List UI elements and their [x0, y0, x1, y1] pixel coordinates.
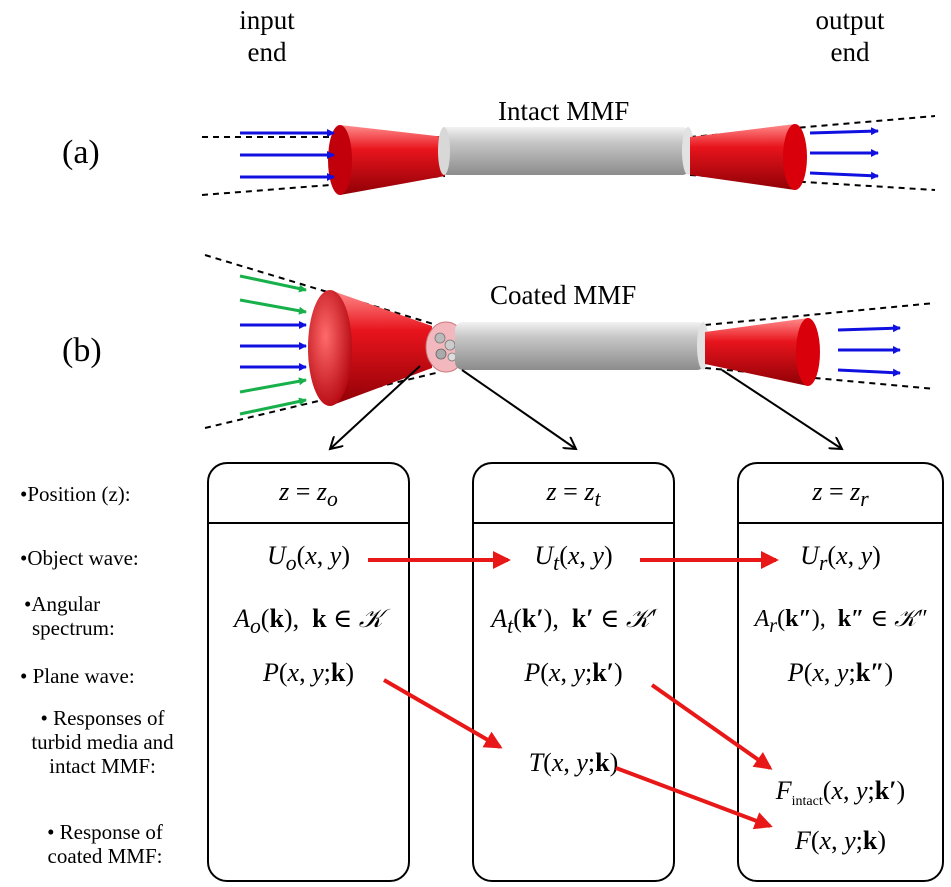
- output-cone-face: [783, 124, 807, 190]
- c2-response-turbid: T(x, y;k): [528, 748, 619, 777]
- row-label-position: •Position (z):: [20, 482, 131, 506]
- output-arrow: [837, 368, 901, 377]
- c1-object-wave: Uo(x, y): [266, 541, 351, 576]
- fiber-body: [440, 127, 690, 175]
- row-label-angular-line1: •Angular: [24, 592, 101, 616]
- dashed-boundary: [689, 115, 936, 138]
- c2-angular-spectrum: At(k′), k′ ∈ 𝒦′: [491, 604, 656, 639]
- input-end-line2: end: [247, 37, 287, 67]
- row-label-response-coated-line1: • Response of: [47, 820, 163, 844]
- fiber-body: [455, 322, 705, 370]
- box-divider: [739, 522, 942, 524]
- output-cone-face: [796, 318, 820, 386]
- arrow-p-to-t: [382, 678, 503, 749]
- output-end-label: output end: [790, 4, 910, 68]
- row-label-responses-line1: • Responses of: [40, 706, 165, 730]
- c3-angular-spectrum: Ar(k″), k″ ∈ 𝒦″: [754, 606, 927, 637]
- c1-plane-wave: P(x, y;k): [262, 658, 355, 687]
- arrow-t-to-f: [615, 766, 773, 830]
- green-input-arrow: [239, 397, 307, 416]
- output-arrow: [837, 324, 901, 333]
- box-zr: [737, 462, 944, 882]
- row-label-responses-line2: turbid media and: [31, 730, 174, 754]
- pointer-arrow-to-zt: [461, 369, 576, 449]
- coated-fiber: [204, 254, 936, 429]
- input-cone: [340, 125, 445, 195]
- output-cone: [705, 318, 808, 386]
- box-zt: [472, 462, 675, 882]
- box-divider: [209, 522, 408, 524]
- c3-object-wave: Ur(x, y): [800, 541, 881, 576]
- c2-object-wave: Ut(x, y): [534, 541, 613, 576]
- c1-position: z = zo: [279, 477, 338, 512]
- c2-position: z = zt: [546, 477, 601, 512]
- row-label-response-coated: • Response of coated MMF:: [15, 820, 195, 868]
- output-arrow: [809, 127, 879, 136]
- panel-b-label: (b): [62, 332, 102, 369]
- intact-fiber: [201, 115, 936, 196]
- green-input-arrow: [239, 377, 307, 394]
- output-end-line2: end: [830, 37, 870, 67]
- box-divider: [474, 522, 673, 524]
- c3-response-coated: F(x, y;k): [794, 826, 887, 855]
- pointer-arrow-to-zr: [721, 369, 842, 449]
- row-label-angular: •Angular spectrum:: [24, 592, 115, 640]
- input-end-label: input end: [212, 4, 322, 68]
- output-arrow: [809, 171, 879, 180]
- row-label-responses-line3: intact MMF:: [49, 754, 156, 778]
- coated-mmf-label: Coated MMF: [490, 280, 637, 310]
- input-cone-face: [308, 290, 352, 406]
- box-zo: [207, 462, 410, 882]
- input-end-line1: input: [239, 5, 295, 35]
- row-label-responses: • Responses of turbid media and intact M…: [0, 706, 205, 778]
- dashed-boundary: [204, 371, 441, 429]
- input-cone: [330, 290, 432, 406]
- fiber-illustrations: [201, 115, 936, 460]
- pointer-arrow-to-zo: [330, 365, 421, 449]
- dashed-boundary: [689, 174, 936, 191]
- c2-plane-wave: P(x, y;k′): [524, 658, 623, 687]
- dashed-boundary: [704, 302, 936, 326]
- output-cone: [690, 124, 795, 190]
- c3-plane-wave: P(x, y;k″): [787, 658, 894, 687]
- arrow-p-to-fintact: [650, 683, 773, 770]
- intact-mmf-label: Intact MMF: [498, 96, 630, 126]
- row-label-angular-line2: spectrum:: [32, 616, 115, 640]
- panel-a-label: (a): [62, 134, 100, 171]
- c3-position: z = zr: [812, 477, 869, 512]
- green-input-arrow: [239, 298, 307, 315]
- row-label-response-coated-line2: coated MMF:: [47, 844, 163, 868]
- c3-response-intact: Fintact(x, y;k′): [775, 776, 906, 810]
- dashed-boundary: [204, 254, 441, 327]
- output-end-line1: output: [815, 5, 885, 35]
- green-input-arrow: [239, 274, 307, 293]
- c1-angular-spectrum: Ao(k), k ∈ 𝒦: [234, 604, 383, 639]
- row-label-object-wave: •Object wave:: [20, 546, 139, 570]
- row-label-plane-wave: • Plane wave:: [20, 664, 135, 688]
